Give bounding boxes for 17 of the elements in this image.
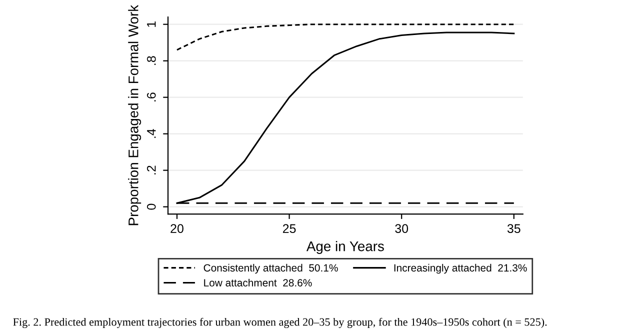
x-axis-title: Age in Years xyxy=(306,241,384,254)
y-tick-label: .6 xyxy=(146,92,156,102)
caption: Fig. 2. Predicted employment trajectories for urban women aged 20–35 by group, for the 1940s–1950s cohort (n = 525). xyxy=(13,318,547,328)
y-tick-label: 1 xyxy=(147,21,156,27)
legend-label: Consistently attached 50.1% xyxy=(204,264,338,274)
y-tick-label: .4 xyxy=(147,128,156,138)
x-tick-label: 20 xyxy=(170,224,184,233)
legend-label: Increasingly attached 21.3% xyxy=(394,264,527,274)
y-axis-title: Proportion Engaged in Formal Work xyxy=(128,4,142,226)
x-tick-label: 30 xyxy=(395,224,408,233)
y-tick-label: 0 xyxy=(146,204,156,210)
legend-label: Low attachment 28.6% xyxy=(204,278,312,286)
y-tick-label: .2 xyxy=(146,166,156,174)
y-tick-label: .8 xyxy=(146,56,156,65)
line-series xyxy=(176,24,515,51)
x-tick-label: 35 xyxy=(507,224,520,233)
x-tick-label: 25 xyxy=(282,224,296,233)
